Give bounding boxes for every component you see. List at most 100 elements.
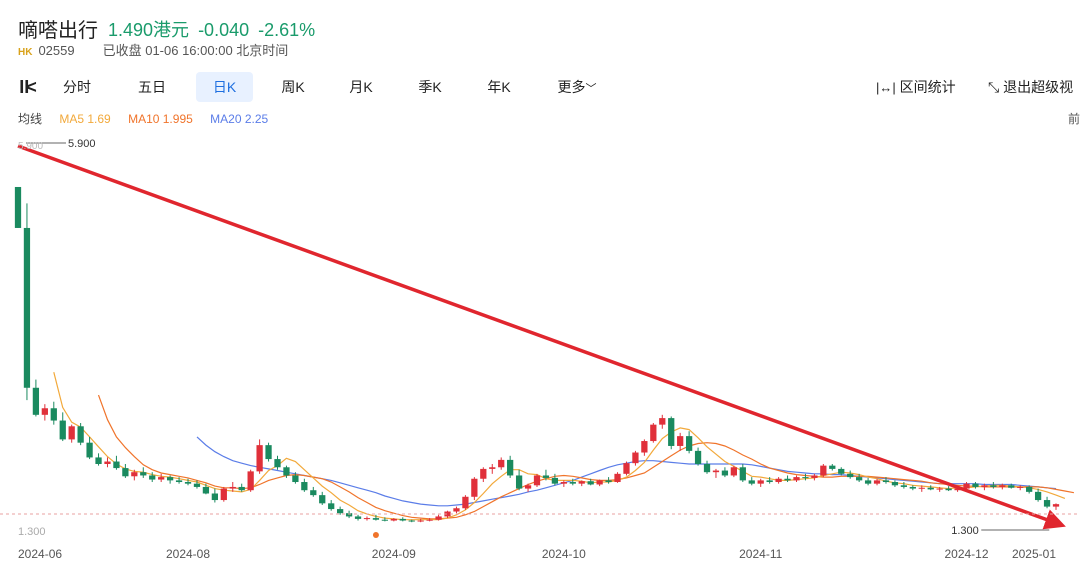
candle-body [480,468,487,479]
candle-body [712,470,720,473]
candle-body [1034,491,1042,501]
candle-body [677,436,684,446]
candle-body [184,482,192,484]
y-axis-min-label: 1.300 [18,526,46,538]
stock-quote: 1.490港元 -0.040 -2.61% [108,16,319,42]
candle-body [435,516,442,520]
candle-body [900,485,908,487]
exit-fullscreen-button[interactable]: ⤡ 退出超级视 [988,72,1073,102]
candle-body [345,513,353,517]
x-axis-tick-label: 2024-08 [166,547,210,561]
candle-body [95,457,102,464]
x-axis-tick-label: 2024-10 [542,547,586,561]
candle-body [104,461,111,464]
tab-quarterly[interactable]: 季K [418,79,442,95]
candle-body [560,482,567,484]
high-marker-label: 5.900 [68,138,96,150]
ma20-value: MA20 2.25 [210,112,269,126]
candle-body [247,471,254,491]
candle-body [927,487,934,490]
tab-monthly[interactable]: 月K [349,79,373,95]
tab-intraday[interactable]: 分时 [63,79,91,95]
candle-body [462,496,469,509]
y-axis-max-label: 5.900 [18,141,43,152]
candle-body [283,467,290,476]
candle-body [489,467,496,469]
candle-body [1026,486,1033,492]
prev-button[interactable]: 前 [1067,112,1080,126]
ma-legend: 均线 MA5 1.69 MA10 1.995 MA20 2.25 [18,110,282,127]
candle-body [632,452,639,464]
candle-body [453,508,460,512]
candle-body [963,483,970,489]
low-marker-label: 1.300 [951,525,979,537]
range-stats-button[interactable]: |↔| 区间统计 [876,72,956,102]
candle-body [444,511,451,517]
candle-body [659,418,666,425]
candle-body [426,519,433,521]
candle-body [211,493,218,501]
kline-toggle-icon[interactable]: II< [19,77,37,97]
candle-body [650,424,657,442]
tab-more[interactable]: 更多﹀ [550,72,604,102]
candle-body [498,459,505,468]
candle-body [471,478,478,497]
tab-daily[interactable]: 日K [196,72,253,102]
candle-body [41,408,48,415]
tab-more-label: 更多 [557,79,586,95]
candle-body [569,482,576,484]
candle-body [703,463,711,473]
candle-body [802,477,809,479]
candle-body [533,475,541,486]
candle-body [23,227,31,388]
candle-body [757,480,764,484]
candle-body [668,418,675,446]
candle-body [363,518,371,520]
candle-body [775,478,782,483]
ma5-line [53,372,1066,521]
candle-body [542,475,550,478]
candle-body [524,485,532,489]
candle-body [909,486,916,489]
ma5-value: MA5 1.69 [59,112,111,126]
tab-yearly[interactable]: 年K [487,79,511,95]
candle-body [381,519,389,521]
x-axis-tick-label: 2024-09 [372,547,416,561]
ma-legend-label: 均线 [18,112,43,126]
x-axis-tick-label: 2025-01 [1012,547,1056,561]
price: 1.490港元 [108,20,190,40]
candle-body [1052,504,1060,507]
candle-body [694,450,702,464]
candle-body [265,445,272,460]
stock-name: 嘀嗒出行 [18,20,98,42]
candle-body [256,445,263,472]
candle-body [605,480,612,483]
price-change: -0.040 [198,20,250,40]
candle-body [86,442,93,458]
tab-weekly[interactable]: 周K [281,79,305,95]
exit-fullscreen-icon: ⤡ [988,79,1000,95]
x-axis-tick-label: 2024-11 [739,547,782,561]
ma10-line [97,394,1075,520]
market-badge: HK [18,47,33,58]
candle-body [820,465,827,476]
candle-body [811,475,818,478]
candle-body [641,441,648,453]
candle-body [793,477,800,481]
tab-5day[interactable]: 五日 [138,79,166,95]
candle-body [158,477,165,480]
candle-body [551,477,559,484]
range-stats-icon: |↔| [876,80,896,95]
candle-body [981,485,988,487]
candle-body [408,520,415,522]
candle-body [175,480,183,483]
candle-body [193,483,201,487]
candle-body [59,420,66,440]
candle-body [882,480,890,483]
candle-body [685,436,693,451]
candle-body [122,468,129,477]
candle-body [954,488,961,491]
candle-body [131,472,138,477]
candle-body [32,387,40,415]
